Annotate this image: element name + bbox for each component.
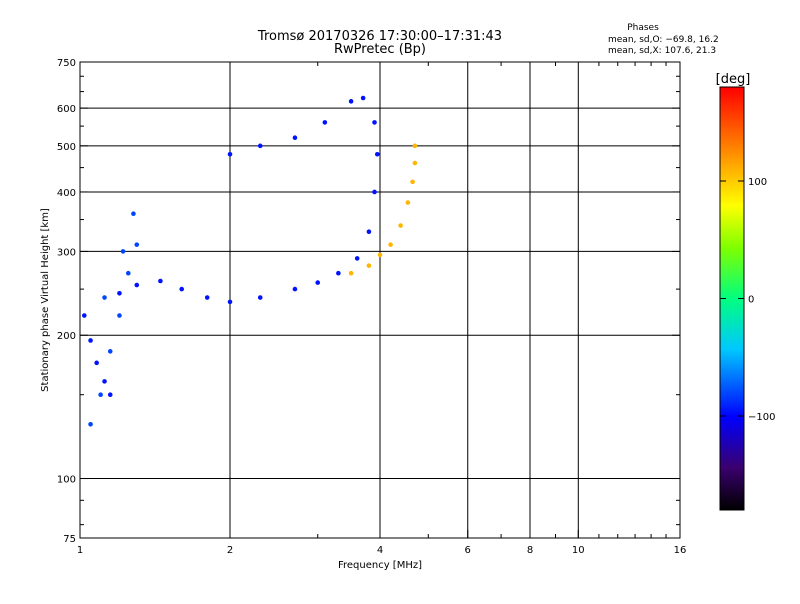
x-tick-label: 16: [674, 545, 687, 556]
y-tick-label: 100: [57, 475, 76, 486]
echo-point: [98, 392, 103, 398]
echo-point: [227, 299, 233, 305]
echo-point: [412, 160, 418, 166]
axis-ticks: 1 2 4 6 8 10 16 75 100 200 300 400 500 600 750: [57, 58, 686, 556]
y-tick-label: 300: [57, 247, 76, 258]
echo-point: [366, 229, 372, 235]
x-tick-label: 2: [227, 545, 233, 556]
y-tick-label: 500: [57, 142, 76, 153]
x-tick-label: 1: [77, 545, 83, 556]
echo-point: [372, 189, 377, 195]
echo-point: [366, 263, 372, 268]
echo-point: [120, 249, 126, 254]
echo-point: [117, 313, 122, 318]
echo-point: [398, 223, 403, 228]
echo-point: [88, 338, 93, 343]
echo-point: [107, 349, 113, 354]
colorbar-tick-label: 100: [748, 177, 767, 188]
echo-point: [372, 120, 377, 125]
echo-point: [227, 151, 233, 157]
colorbar-tick-label: −100: [748, 412, 775, 423]
echo-point: [374, 151, 380, 157]
echo-point: [81, 313, 87, 318]
echo-point: [405, 200, 411, 205]
y-tick-label: 200: [57, 331, 76, 342]
chart-title: Tromsø 20170326 17:30:00–17:31:43: [257, 29, 502, 44]
stats-heading: Phases: [627, 23, 659, 33]
echo-point: [134, 282, 140, 288]
echo-point: [257, 143, 263, 149]
stats-x-mode: mean, sd,X: 107.6, 21.3: [608, 46, 716, 56]
echo-point: [322, 120, 328, 125]
chart-subtitle: RwPretec (Bp): [334, 42, 426, 57]
echo-point: [388, 242, 393, 247]
echo-point: [179, 286, 185, 292]
echo-point: [348, 270, 354, 276]
colorbar-tick-label: 0: [748, 295, 754, 306]
colorbar-ticks: 100 0 −100: [720, 177, 775, 423]
echo-point: [410, 179, 415, 185]
echo-point: [88, 421, 93, 427]
colorbar-label: [deg]: [716, 72, 751, 87]
x-tick-label: 10: [572, 545, 585, 556]
x-tick-label: 8: [527, 545, 533, 556]
echo-point: [94, 360, 99, 366]
echo-point: [315, 280, 321, 285]
grid-lines: [80, 62, 680, 538]
echo-point: [158, 278, 163, 284]
echo-point: [377, 252, 383, 258]
y-tick-label: 75: [63, 534, 76, 545]
echo-point: [354, 256, 360, 261]
echo-point: [292, 135, 298, 141]
x-tick-label: 4: [377, 545, 383, 556]
echo-point: [102, 379, 107, 384]
echo-point: [204, 295, 210, 300]
x-tick-label: 6: [465, 545, 471, 556]
colorbar: [deg] 100 0 −100: [716, 72, 775, 511]
stats-o-mode: mean, sd,O: −69.8, 16.2: [608, 35, 719, 45]
echo-points: [81, 95, 418, 427]
echo-point: [348, 99, 354, 104]
y-tick-label: 750: [57, 58, 76, 69]
x-axis-label: Frequency [MHz]: [338, 560, 422, 571]
echo-point: [125, 270, 131, 276]
echo-point: [292, 286, 298, 292]
echo-point: [360, 95, 366, 101]
echo-point: [131, 211, 136, 217]
echo-point: [257, 295, 263, 300]
echo-point: [134, 242, 140, 247]
y-tick-label: 400: [57, 188, 76, 199]
echo-point: [336, 270, 341, 276]
y-axis-label: Stationary phase Virtual Height [km]: [40, 208, 51, 392]
y-tick-label: 600: [57, 104, 76, 115]
echo-point: [102, 295, 107, 300]
echo-point: [412, 143, 418, 149]
echo-point: [117, 290, 122, 296]
echo-point: [107, 392, 113, 398]
